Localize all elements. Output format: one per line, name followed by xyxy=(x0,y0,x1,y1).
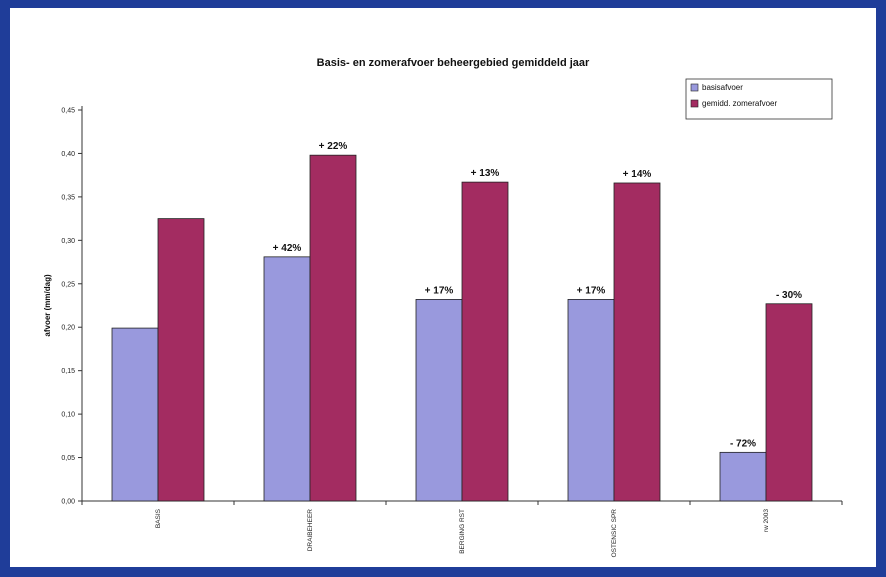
legend: basisafvoer gemidd. zomerafvoer xyxy=(685,78,833,120)
bar-zomerafvoer xyxy=(309,154,357,502)
y-tick-label: 0,05 xyxy=(61,455,75,462)
bar-basisafvoer xyxy=(111,327,159,502)
legend-box xyxy=(685,78,833,120)
y-tick-label: 0,20 xyxy=(61,325,75,332)
bar-percent-label: + 42% xyxy=(273,243,302,254)
y-tick-label: 0,25 xyxy=(61,281,75,288)
y-tick-label: 0,45 xyxy=(61,108,75,115)
bar-percent-label: - 72% xyxy=(730,438,756,449)
x-category-label: BASIS xyxy=(155,508,162,528)
chart-title: Basis- en zomerafvoer beheergebied gemid… xyxy=(317,57,590,69)
bar-zomerafvoer xyxy=(157,218,205,502)
legend-swatch xyxy=(690,99,699,108)
bar-basisafvoer xyxy=(263,256,311,502)
bar-chart: Basis- en zomerafvoer beheergebied gemid… xyxy=(43,57,843,558)
axes: 0,00 0,05 0,10 0,15 0,20 0,25 0,30 0,35 0,40 0,45… xyxy=(61,106,843,558)
y-tick-label: 0,40 xyxy=(61,151,75,158)
bar-percent-label: - 30% xyxy=(776,290,802,301)
x-category-label: OSTENSIC SPR xyxy=(611,509,618,558)
bar-basisafvoer xyxy=(415,299,463,502)
bar-zomerafvoer xyxy=(765,303,813,502)
y-tick-label: 0,30 xyxy=(61,238,75,245)
bar-percent-label: + 14% xyxy=(623,169,652,180)
y-tick-label: 0,00 xyxy=(61,499,75,506)
bar-percent-label: + 17% xyxy=(577,285,606,296)
bar-basisafvoer xyxy=(719,451,767,502)
legend-swatch xyxy=(690,83,699,92)
y-tick-label: 0,10 xyxy=(61,412,75,419)
bar-zomerafvoer xyxy=(461,181,509,502)
bar-basisafvoer xyxy=(567,299,615,502)
y-tick-label: 0,15 xyxy=(61,368,75,375)
x-category-label: BERGING RST xyxy=(459,509,466,554)
bar-percent-label: + 22% xyxy=(319,141,348,152)
x-category-label: rw 2003 xyxy=(763,509,770,533)
legend-label: gemidd. zomerafvoer xyxy=(702,99,777,108)
bars: + 42% + 22% + 17% + 13% + 17% + 14% - 72% - 30% xyxy=(111,141,813,502)
bar-percent-label: + 13% xyxy=(471,168,500,179)
y-tick-label: 0,35 xyxy=(61,194,75,201)
x-category-label: DRAIBEHEER xyxy=(307,509,314,552)
y-axis-label: afvoer (mm/dag) xyxy=(43,274,52,337)
bar-percent-label: + 17% xyxy=(425,285,454,296)
legend-label: basisafvoer xyxy=(702,83,743,92)
bar-zomerafvoer xyxy=(613,182,661,502)
